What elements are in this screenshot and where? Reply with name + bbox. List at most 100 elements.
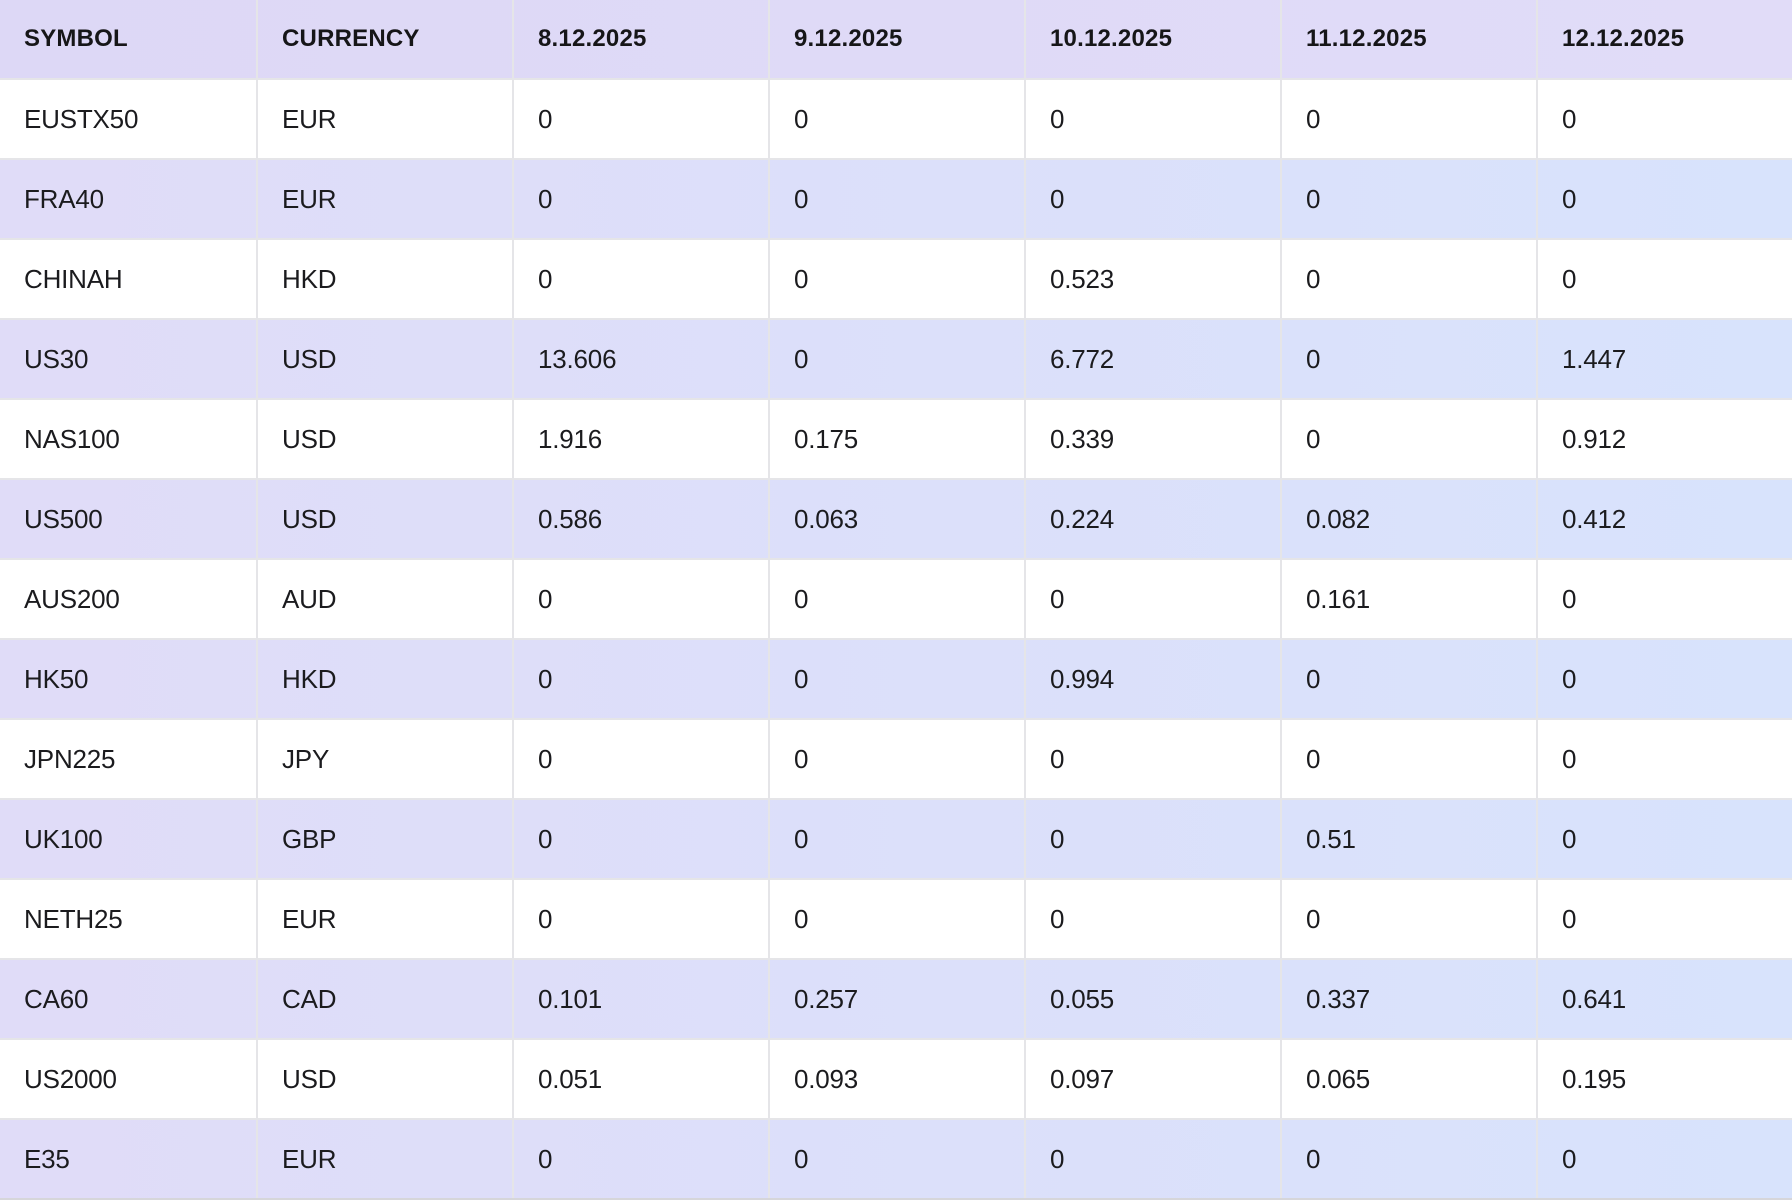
column-header-11-12-2025: 11.12.2025 — [1280, 0, 1536, 78]
currency-cell: HKD — [256, 640, 512, 718]
value-cell: 0 — [768, 1120, 1024, 1198]
currency-cell: USD — [256, 400, 512, 478]
value-cell: 0 — [512, 240, 768, 318]
currency-cell: AUD — [256, 560, 512, 638]
value-cell: 0 — [1536, 1120, 1792, 1198]
column-header-10-12-2025: 10.12.2025 — [1024, 0, 1280, 78]
table-row-chinah: CHINAH HKD 0 0 0.523 0 0 — [0, 238, 1792, 318]
currency-cell: JPY — [256, 720, 512, 798]
table-row-nas100: NAS100 USD 1.916 0.175 0.339 0 0.912 — [0, 398, 1792, 478]
symbol-cell: UK100 — [24, 823, 103, 854]
value-cell: 0.063 — [768, 480, 1024, 558]
value-cell: 0 — [768, 720, 1024, 798]
currency-cell: USD — [256, 1040, 512, 1118]
value-cell: 0.195 — [1536, 1040, 1792, 1118]
table-header-row: SYMBOL CURRENCY 8.12.2025 9.12.2025 10.12.20… — [0, 0, 1792, 78]
value-cell: 0 — [512, 640, 768, 718]
value-cell: 0 — [512, 720, 768, 798]
value-cell: 0 — [512, 800, 768, 878]
value-cell: 0 — [1536, 240, 1792, 318]
column-header-currency: CURRENCY — [256, 0, 512, 78]
value-cell: 0 — [768, 240, 1024, 318]
value-cell: 0 — [1280, 240, 1536, 318]
value-cell: 0 — [1536, 720, 1792, 798]
currency-cell: USD — [256, 480, 512, 558]
value-cell: 0 — [1536, 80, 1792, 158]
value-cell: 0.093 — [768, 1040, 1024, 1118]
value-cell: 0 — [1536, 160, 1792, 238]
value-cell: 0 — [1280, 640, 1536, 718]
table-row-neth25: NETH25 EUR 0 0 0 0 0 — [0, 878, 1792, 958]
value-cell: 0 — [768, 560, 1024, 638]
table-row-us500: US500 USD 0.586 0.063 0.224 0.082 0.412 — [0, 478, 1792, 558]
value-cell: 0.523 — [1024, 240, 1280, 318]
currency-cell: EUR — [256, 880, 512, 958]
value-cell: 0 — [1024, 80, 1280, 158]
value-cell: 0.175 — [768, 400, 1024, 478]
column-header-symbol: SYMBOL — [24, 25, 128, 52]
table-row-eustx50: EUSTX50 EUR 0 0 0 0 0 — [0, 78, 1792, 158]
currency-cell: GBP — [256, 800, 512, 878]
value-cell: 0.065 — [1280, 1040, 1536, 1118]
value-cell: 0 — [1024, 1120, 1280, 1198]
value-cell: 1.916 — [512, 400, 768, 478]
table-row-ca60: CA60 CAD 0.101 0.257 0.055 0.337 0.641 — [0, 958, 1792, 1038]
value-cell: 0 — [1280, 880, 1536, 958]
value-cell: 0.257 — [768, 960, 1024, 1038]
table-row-jpn225: JPN225 JPY 0 0 0 0 0 — [0, 718, 1792, 798]
value-cell: 0 — [512, 1120, 768, 1198]
value-cell: 0 — [512, 880, 768, 958]
symbol-cell: HK50 — [24, 663, 89, 694]
value-cell: 0.641 — [1536, 960, 1792, 1038]
value-cell: 0 — [1280, 320, 1536, 398]
column-header-8-12-2025: 8.12.2025 — [512, 0, 768, 78]
currency-cell: EUR — [256, 160, 512, 238]
symbol-cell: NAS100 — [24, 423, 120, 454]
value-cell: 0 — [1536, 800, 1792, 878]
value-cell: 0.082 — [1280, 480, 1536, 558]
symbol-cell: E35 — [24, 1143, 70, 1174]
table-row-hk50: HK50 HKD 0 0 0.994 0 0 — [0, 638, 1792, 718]
value-cell: 0 — [1024, 560, 1280, 638]
value-cell: 0.412 — [1536, 480, 1792, 558]
value-cell: 0.51 — [1280, 800, 1536, 878]
value-cell: 0 — [1536, 560, 1792, 638]
symbol-cell: CHINAH — [24, 263, 123, 294]
value-cell: 0.097 — [1024, 1040, 1280, 1118]
symbol-cell: CA60 — [24, 983, 89, 1014]
value-cell: 0.055 — [1024, 960, 1280, 1038]
value-cell: 0 — [768, 80, 1024, 158]
value-cell: 0 — [1280, 80, 1536, 158]
value-cell: 0 — [768, 160, 1024, 238]
value-cell: 0 — [1024, 880, 1280, 958]
value-cell: 0 — [768, 320, 1024, 398]
symbol-cell: EUSTX50 — [24, 103, 139, 134]
value-cell: 13.606 — [512, 320, 768, 398]
value-cell: 0.586 — [512, 480, 768, 558]
symbol-cell: US500 — [24, 503, 103, 534]
table-row-us2000: US2000 USD 0.051 0.093 0.097 0.065 0.195 — [0, 1038, 1792, 1118]
value-cell: 0 — [1024, 720, 1280, 798]
value-cell: 0.161 — [1280, 560, 1536, 638]
symbol-cell: AUS200 — [24, 583, 120, 614]
table-row-e35: E35 EUR 0 0 0 0 0 — [0, 1118, 1792, 1198]
symbol-cell: FRA40 — [24, 183, 104, 214]
value-cell: 0.337 — [1280, 960, 1536, 1038]
currency-cell: HKD — [256, 240, 512, 318]
symbol-cell: US2000 — [24, 1063, 117, 1094]
value-cell: 0 — [1536, 880, 1792, 958]
value-cell: 0 — [768, 880, 1024, 958]
symbol-cell: US30 — [24, 343, 89, 374]
value-cell: 0 — [1536, 640, 1792, 718]
value-cell: 0 — [768, 800, 1024, 878]
value-cell: 0 — [1280, 1120, 1536, 1198]
value-cell: 0.224 — [1024, 480, 1280, 558]
column-header-12-12-2025: 12.12.2025 — [1536, 0, 1792, 78]
table-row-uk100: UK100 GBP 0 0 0 0.51 0 — [0, 798, 1792, 878]
value-cell: 0.339 — [1024, 400, 1280, 478]
table-row-fra40: FRA40 EUR 0 0 0 0 0 — [0, 158, 1792, 238]
column-header-9-12-2025: 9.12.2025 — [768, 0, 1024, 78]
value-cell: 0 — [1280, 160, 1536, 238]
value-cell: 0 — [1024, 800, 1280, 878]
